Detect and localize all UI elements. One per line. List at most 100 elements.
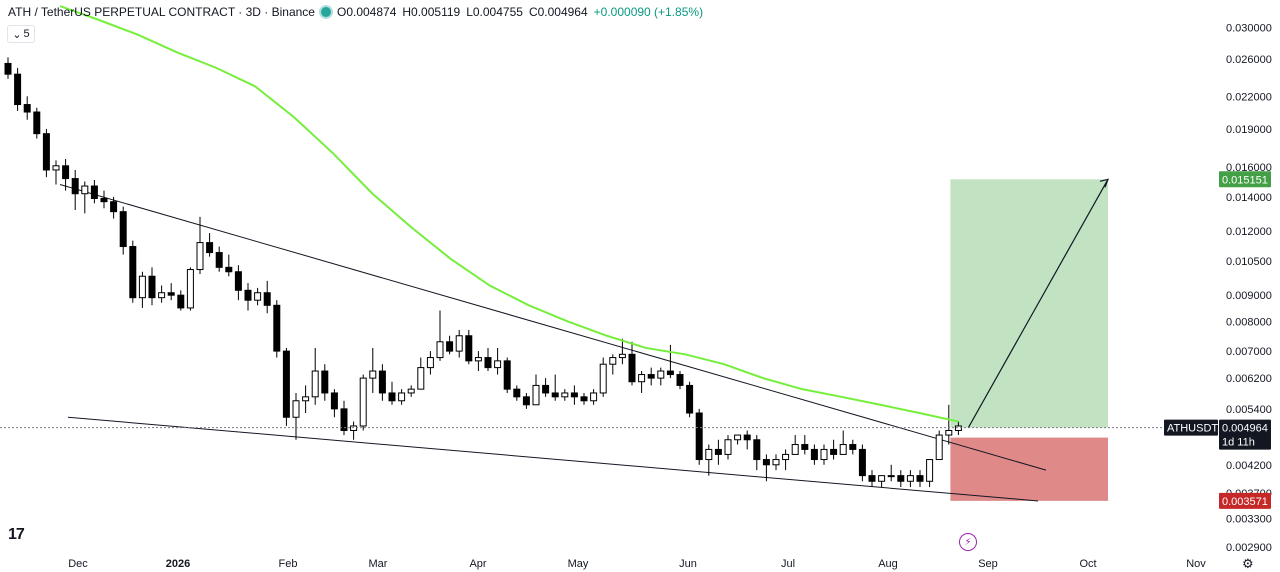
candle-body (177, 294, 185, 309)
moving-average (59, 5, 959, 423)
candle-body (561, 392, 569, 398)
candle-body (513, 388, 521, 398)
candle-body (282, 350, 290, 418)
candle-body (522, 396, 530, 406)
candle-body (609, 357, 617, 365)
candle-body (292, 400, 300, 418)
candle-body (369, 370, 377, 379)
candle-body (839, 444, 847, 455)
candle-body (551, 392, 559, 398)
candle-body (743, 434, 751, 441)
candle-body (350, 425, 358, 431)
candle-body (714, 448, 722, 455)
candle-body (647, 374, 655, 379)
time-axis[interactable]: Dec 2026 Feb Mar Apr May Jun Jul Aug Sep Oct Nov (68, 558, 1206, 570)
candle-body (215, 252, 223, 268)
candle-body (686, 384, 694, 414)
symbol-badge: ATHUSDT.P (1164, 419, 1227, 436)
candle-body (878, 475, 886, 482)
candle-body (599, 363, 607, 394)
candle-body (110, 201, 118, 213)
ma-line (59, 5, 959, 423)
candle-body (33, 111, 41, 135)
price-tick-label: 0.004200 (1226, 460, 1272, 472)
candle-body (935, 434, 943, 461)
candle-body (705, 448, 713, 461)
candle-body (52, 165, 60, 171)
last-price-badge: 0.004964 (1219, 419, 1271, 436)
candle-body (167, 292, 175, 296)
candle-body (90, 185, 98, 199)
last-price-badge-text: 0.004964 (1222, 423, 1268, 435)
lightning-icon[interactable]: ⚡ (959, 533, 977, 551)
time-tick-label: Jul (781, 558, 795, 570)
symbol-badge-bg (1164, 419, 1218, 436)
candle-body (196, 242, 204, 271)
candle-body (378, 370, 386, 394)
candle-body (695, 412, 703, 461)
candle-body (426, 357, 434, 369)
candle-body (206, 242, 214, 254)
candle-body (158, 292, 166, 299)
candle-body (734, 434, 742, 441)
candle-body (321, 370, 329, 394)
candle-body (311, 370, 319, 398)
candle-body (23, 104, 31, 113)
candle-body (772, 459, 780, 466)
candle-body (244, 289, 252, 301)
candle-body (388, 392, 396, 402)
candle-body (945, 429, 953, 436)
candle-body (791, 444, 799, 455)
candle-body (801, 444, 809, 450)
candle-body (465, 335, 473, 362)
price-tick-label: 0.005400 (1226, 404, 1272, 416)
candle-body (81, 185, 89, 195)
upper-wedge-trendline (59, 184, 1047, 471)
stop-price-badge-text: 0.003571 (1222, 496, 1268, 508)
symbol-badge-text: ATHUSDT.P (1167, 423, 1227, 435)
trendlines (59, 178, 1109, 502)
candle-body (148, 275, 156, 299)
tradingview-logo-icon[interactable]: 17 (8, 526, 25, 543)
time-tick-label: Nov (1186, 558, 1206, 570)
candle-body (820, 448, 828, 461)
ohlc-open: O0.004874 (336, 5, 397, 19)
time-tick-label: May (568, 558, 589, 570)
chevron-down-icon: ⌄ (12, 28, 22, 41)
price-axis[interactable]: 0.030000 0.026000 0.022000 0.019000 0.016000… (1226, 22, 1272, 554)
lower-wedge-trendline (67, 416, 1039, 502)
candle-body (330, 392, 338, 410)
candle-body (618, 353, 626, 359)
price-tick-label: 0.002900 (1226, 542, 1272, 554)
price-tick-label: 0.007000 (1226, 346, 1272, 358)
price-tick-label: 0.009000 (1226, 290, 1272, 302)
indicators-collapse-button[interactable]: ⌄ 5 (7, 25, 35, 43)
indicators-count: 5 (23, 28, 30, 40)
ohlc-close: C0.004964 (528, 5, 588, 19)
candle-body (532, 384, 540, 406)
candle-body (916, 475, 924, 482)
candle-body (849, 444, 857, 450)
gear-icon[interactable]: ⚙ (1242, 556, 1254, 571)
market-status-icon (320, 7, 331, 17)
candle-body (119, 211, 127, 248)
target-price-badge: 0.015151 (1219, 171, 1271, 188)
countdown-badge: 1d 11h (1219, 433, 1271, 450)
candle-body (4, 62, 12, 75)
candle-body (926, 459, 934, 482)
price-tick-label: 0.008000 (1226, 316, 1272, 328)
price-tick-label: 0.010500 (1226, 256, 1272, 268)
candle-body (753, 439, 761, 461)
candle-body (666, 370, 674, 376)
price-badges: 0.015151 0.003571 ATHUSDT.P0.004964 1d 11h (1164, 171, 1271, 509)
target-price-badge-text: 0.015151 (1222, 174, 1268, 186)
price-tick-label: 0.026000 (1226, 54, 1272, 66)
candle-body (138, 275, 146, 299)
last-price-badge-bg (1219, 419, 1271, 436)
price-tick-label: 0.022000 (1226, 91, 1272, 103)
price-tick-label: 0.012000 (1226, 226, 1272, 238)
candle-body (638, 374, 646, 383)
symbol-title[interactable]: ATH / TetherUS PERPETUAL CONTRACT · 3D ·… (8, 5, 315, 19)
candle-body (810, 448, 818, 461)
